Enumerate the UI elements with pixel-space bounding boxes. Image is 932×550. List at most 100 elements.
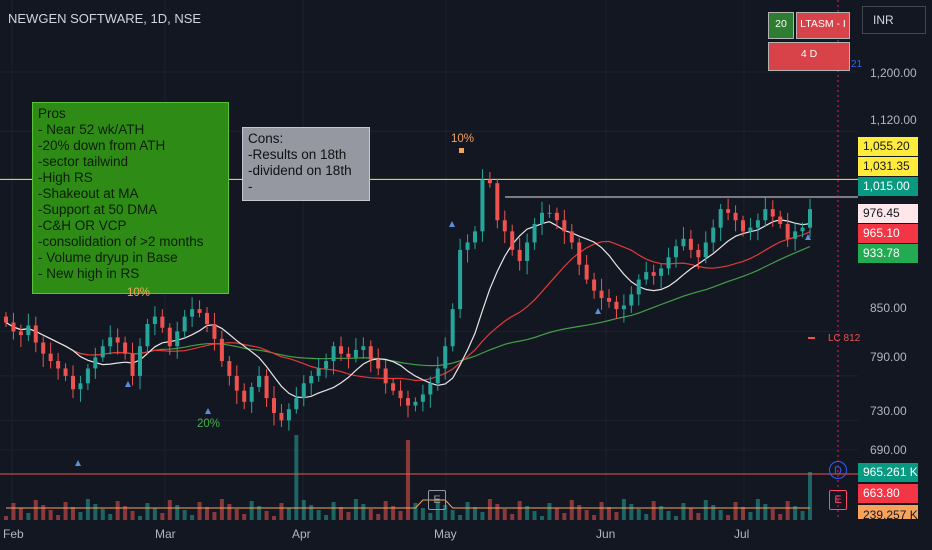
indicator-value[interactable]: 20 [768,12,794,39]
earnings-marker-right[interactable]: E [829,490,847,510]
volume-bar [592,515,597,520]
volume-bar [71,507,75,520]
candle-body [636,279,641,295]
candle-body [339,346,343,354]
candle-body [130,353,135,376]
candle-body [48,353,53,362]
volume-bar [108,514,113,520]
volume-bar [175,505,180,520]
volume-bar [324,515,329,520]
candle-body [525,242,530,261]
volume-bar [257,506,262,520]
volume-bar [726,515,731,520]
candle-body [808,209,812,228]
volume-bar [376,514,381,520]
candle-body [212,324,217,339]
candle-body [644,272,649,280]
volume-bar [93,504,98,520]
candle-body [368,346,373,360]
x-label: Apr [292,527,311,541]
dividend-marker[interactable]: D [829,461,847,479]
volume-bar [115,501,120,520]
candle-body [770,209,775,217]
price-label-1031: 1,031.35 [858,157,918,176]
candle-body [733,212,738,221]
volume-bar [301,500,306,520]
volume-bar [309,505,314,520]
volume-bar [26,513,31,520]
volume-bar [696,513,701,520]
candle-body [659,268,664,276]
candle-body [294,398,299,410]
volume-bar [294,435,299,520]
volume-bar [346,512,351,520]
candle-body [279,412,284,421]
candle-body [473,231,477,243]
volume-average-line [6,499,810,509]
candle-body [78,383,83,390]
volume-bar [435,500,440,520]
volume-bar [651,501,656,520]
volume-bar [577,505,582,520]
volume-bar [18,508,23,520]
candle-body [331,346,336,362]
candle-body [540,212,544,224]
volume-bar [450,510,455,520]
candle-body [398,390,403,399]
volume-bar [152,508,157,520]
volume-bar [785,501,790,520]
volume-bar [443,505,448,520]
candle-body [718,209,723,228]
x-label: Feb [3,527,24,541]
candle-body [242,390,247,402]
indicator-name[interactable]: LTASM - I [796,12,850,39]
price-label-ma-red: 965.10 [858,224,918,243]
candle-body [205,312,209,324]
candle-body [182,316,187,332]
candle-body [577,242,582,265]
volume-bar [793,506,798,520]
candle-body [443,346,448,369]
volume-bar [540,516,544,520]
volume-bar [361,504,366,520]
candle-body [272,398,276,413]
volume-bar [272,516,276,520]
chart-title: NEWGEN SOFTWARE, 1D, NSE [8,11,202,26]
candle-body [286,409,291,421]
candle-body [249,387,254,402]
candle-body [167,327,172,347]
candle-body [406,398,410,406]
earnings-marker[interactable]: E [428,490,446,510]
candle-body [115,337,120,343]
candle-body [703,242,708,258]
currency-select[interactable]: INR [862,6,926,34]
candle-body [152,316,157,324]
candle-body [85,368,90,384]
pros-note[interactable]: Pros - Near 52 wk/ATH -20% down from ATH… [32,102,229,294]
volume-bars [4,435,812,520]
marker-10pct-left: 10% [127,287,151,299]
candle-body [100,346,105,358]
cons-note[interactable]: Cons: -Results on 18th -dividend on 18th… [242,127,370,201]
volume-bar [666,511,671,520]
candle-body [376,359,381,369]
volume-bar [227,504,232,520]
candle-body [651,272,656,276]
candle-body [56,361,61,369]
volume-bar [554,508,559,520]
candle-body [257,375,262,387]
volume-bar [473,507,477,520]
volume-bar [391,506,396,520]
y-tick: 730.00 [870,404,907,418]
volume-bar [711,505,716,520]
candle-body [532,223,537,243]
indicator-sub[interactable]: 4 D [768,42,850,71]
volume-bar [659,506,664,520]
candle-body [517,249,522,261]
volume-bar [547,503,552,520]
candle-body [190,309,195,317]
candle-body [361,346,366,350]
volume-bar [33,500,38,520]
volume-bar [167,500,172,520]
